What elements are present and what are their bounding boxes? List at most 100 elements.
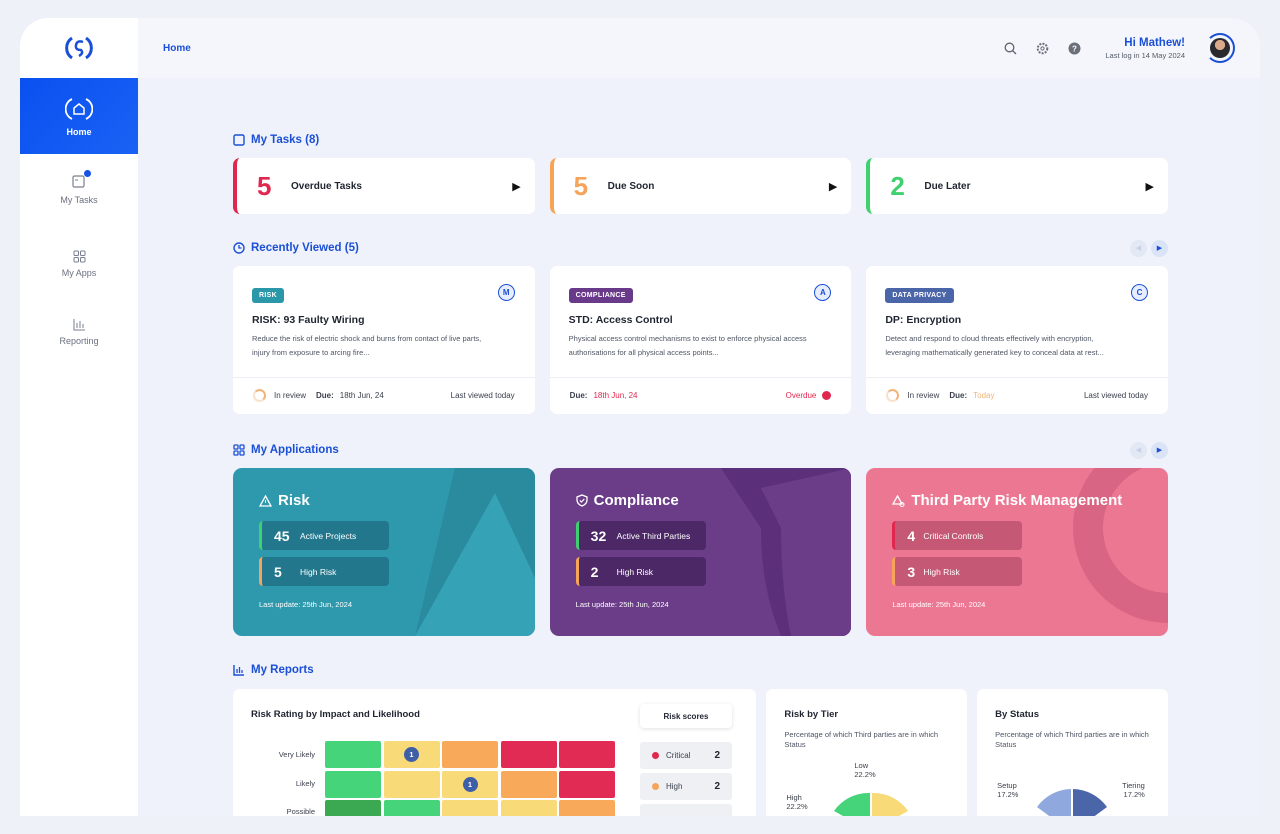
heatmap-cell[interactable] bbox=[383, 800, 440, 816]
stat-label: Active Third Parties bbox=[616, 530, 691, 541]
gear-icon[interactable] bbox=[1033, 39, 1051, 57]
task-card-overdue[interactable]: 5 Overdue Tasks ▶ bbox=[233, 158, 535, 214]
logo[interactable] bbox=[20, 18, 138, 78]
stat-value: 32 bbox=[590, 527, 607, 544]
app-card-compliance[interactable]: Compliance 32 Active Third Parties 2 High … bbox=[549, 468, 852, 636]
apps-pager: ◀ ▶ bbox=[1130, 441, 1168, 459]
overdue-status: Overdue bbox=[785, 391, 817, 400]
pie-label-high: High 22.2% bbox=[786, 793, 808, 811]
last-update: Last update: 25th Jun, 2024 bbox=[892, 600, 986, 609]
help-icon[interactable]: ? bbox=[1065, 39, 1083, 57]
report-by-status[interactable]: By Status Percentage of which Third part… bbox=[977, 689, 1168, 816]
decorative-shape bbox=[1073, 468, 1169, 623]
stat-value: 4 bbox=[907, 527, 916, 544]
heatmap-cell[interactable] bbox=[325, 800, 381, 816]
recent-card[interactable]: RISK M RISK: 93 Faulty Wiring Reduce the… bbox=[233, 266, 535, 414]
heatmap-cell[interactable] bbox=[325, 741, 381, 768]
next-button[interactable]: ▶ bbox=[1151, 239, 1168, 257]
risk-scores-button[interactable]: Risk scores bbox=[640, 704, 732, 728]
heatmap-cell[interactable] bbox=[559, 741, 615, 768]
heatmap-cell[interactable] bbox=[559, 800, 615, 816]
app-name: Compliance bbox=[593, 492, 679, 509]
app-stat: 3 High Risk bbox=[892, 557, 1023, 586]
app-card-risk[interactable]: Risk 45 Active Projects 5 High Risk Last u… bbox=[233, 468, 535, 636]
sidebar-item-reporting[interactable]: Reporting bbox=[20, 304, 138, 360]
score-label: Critical bbox=[666, 751, 691, 760]
section-title: My Reports bbox=[251, 664, 314, 676]
section-title: My Applications bbox=[251, 444, 339, 456]
task-card-due-soon[interactable]: 5 Due Soon ▶ bbox=[549, 158, 852, 214]
heatmap-cell[interactable] bbox=[442, 800, 498, 816]
breadcrumb[interactable]: Home bbox=[163, 42, 191, 54]
heatmap-cell[interactable] bbox=[559, 770, 615, 798]
score-label: High bbox=[666, 782, 683, 791]
heatmap-cell[interactable] bbox=[500, 800, 557, 816]
caret-right-icon: ▶ bbox=[512, 180, 521, 193]
heatmap-cell[interactable]: 1 bbox=[442, 770, 498, 798]
notification-badge bbox=[83, 168, 92, 178]
sidebar: Home My Tasks My Apps Reporting bbox=[20, 18, 138, 816]
task-label: Due Soon bbox=[607, 180, 655, 192]
stat-label: Critical Controls bbox=[923, 530, 984, 541]
card-title: STD: Access Control bbox=[568, 314, 673, 326]
row-label: Very Likely bbox=[278, 750, 315, 759]
recent-card[interactable]: DATA PRIVACY C DP: Encryption Detect and… bbox=[866, 266, 1169, 414]
search-icon[interactable] bbox=[1001, 39, 1019, 57]
next-button[interactable]: ▶ bbox=[1151, 441, 1168, 459]
app-name: Third Party Risk Management bbox=[911, 492, 1123, 509]
app-stat: 4 Critical Controls bbox=[892, 521, 1023, 550]
card-description: Reduce the risk of electric shock and bu… bbox=[252, 334, 482, 357]
decorative-shape bbox=[721, 468, 852, 636]
score-value: 2 bbox=[714, 750, 720, 761]
tier-pie-chart[interactable] bbox=[826, 791, 916, 816]
app-stat: 32 Active Third Parties bbox=[575, 521, 706, 550]
prev-button[interactable]: ◀ bbox=[1130, 239, 1147, 257]
sidebar-item-home[interactable]: Home bbox=[20, 78, 138, 154]
card-description: Physical access control mechanisms to ex… bbox=[568, 334, 807, 357]
category-tag: DATA PRIVACY bbox=[885, 288, 954, 303]
pie-label-setup: Setup 17.2% bbox=[997, 781, 1019, 799]
last-login: Last log in 14 May 2024 bbox=[1105, 50, 1185, 60]
task-card-due-later[interactable]: 2 Due Later ▶ bbox=[866, 158, 1169, 214]
task-count: 5 bbox=[573, 170, 589, 201]
sidebar-item-my-tasks[interactable]: My Tasks bbox=[20, 154, 138, 224]
status-pie-chart[interactable] bbox=[1027, 787, 1117, 816]
report-title: By Status bbox=[995, 709, 1039, 720]
score-item bbox=[640, 804, 732, 816]
sidebar-item-label: My Apps bbox=[61, 268, 97, 278]
score-value: 2 bbox=[714, 781, 720, 792]
recent-card[interactable]: COMPLIANCE A STD: Access Control Physica… bbox=[549, 266, 852, 414]
score-item-critical: Critical 2 bbox=[640, 742, 732, 769]
heatmap-cell[interactable] bbox=[442, 741, 498, 768]
last-update: Last update: 25th Jun, 2024 bbox=[259, 600, 352, 609]
user-greeting: Hi Mathew! Last log in 14 May 2024 bbox=[1105, 37, 1185, 60]
stat-value: 5 bbox=[274, 563, 282, 580]
heatmap-cell[interactable] bbox=[500, 770, 557, 798]
app-window: Home My Tasks My Apps Reporting Home ? H… bbox=[20, 18, 1260, 816]
warning-user-icon bbox=[892, 494, 905, 507]
due-label: Due: bbox=[569, 391, 588, 400]
category-tag: RISK bbox=[252, 288, 284, 303]
owner-initial: M bbox=[497, 284, 515, 301]
report-risk-by-tier[interactable]: Risk by Tier Percentage of which Third p… bbox=[766, 689, 968, 816]
heatmap-cell[interactable] bbox=[500, 741, 557, 768]
heatmap-cell[interactable] bbox=[383, 770, 440, 798]
greeting-text: Hi Mathew! bbox=[1124, 36, 1185, 49]
heatmap-cell[interactable] bbox=[325, 770, 381, 798]
card-title: DP: Encryption bbox=[885, 314, 962, 326]
count-marker: 1 bbox=[404, 747, 419, 762]
sidebar-item-label: Reporting bbox=[59, 336, 99, 346]
clock-icon bbox=[233, 242, 245, 254]
heatmap-cell[interactable]: 1 bbox=[383, 741, 440, 768]
app-card-third-party-risk[interactable]: Third Party Risk Management 4 Critical Co… bbox=[866, 468, 1169, 636]
apps-grid-icon bbox=[233, 444, 245, 456]
avatar[interactable] bbox=[1205, 33, 1235, 63]
sidebar-item-my-apps[interactable]: My Apps bbox=[20, 224, 138, 304]
app-stat: 45 Active Projects bbox=[259, 521, 389, 550]
report-risk-heatmap[interactable]: Risk Rating by Impact and Likelihood Ver… bbox=[233, 689, 757, 816]
count-marker: 1 bbox=[462, 776, 478, 792]
row-label: Possible bbox=[286, 807, 315, 816]
section-title: My Tasks (8) bbox=[251, 134, 320, 146]
prev-button[interactable]: ◀ bbox=[1130, 441, 1147, 459]
shield-check-icon bbox=[576, 494, 588, 507]
